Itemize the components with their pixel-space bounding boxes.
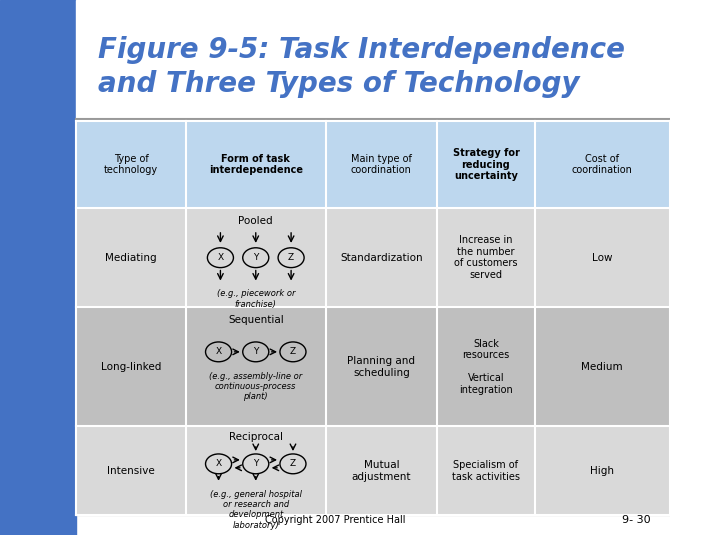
Text: (e.g., general hospital
or research and
development
laboratory): (e.g., general hospital or research and …	[210, 490, 302, 530]
Text: Slack
resources

Vertical
integration: Slack resources Vertical integration	[459, 339, 513, 395]
Text: Long-linked: Long-linked	[101, 362, 161, 372]
Text: Type of
technology: Type of technology	[104, 154, 158, 176]
Text: High: High	[590, 466, 614, 476]
Text: X: X	[215, 347, 222, 356]
Text: X: X	[215, 460, 222, 468]
Text: Sequential: Sequential	[228, 315, 284, 325]
Text: Reciprocal: Reciprocal	[229, 432, 283, 442]
Text: (e.g., assembly-line or
continuous-process
plant): (e.g., assembly-line or continuous-proce…	[209, 372, 302, 401]
Text: (e.g., piecework or
franchise): (e.g., piecework or franchise)	[217, 289, 295, 309]
Text: Main type of
coordination: Main type of coordination	[351, 154, 412, 176]
Text: Mutual
adjustment: Mutual adjustment	[351, 460, 411, 482]
Text: Y: Y	[253, 347, 258, 356]
Text: Pooled: Pooled	[238, 216, 273, 226]
Text: Planning and
scheduling: Planning and scheduling	[347, 356, 415, 377]
Text: Z: Z	[290, 460, 296, 468]
Text: Figure 9-5: Task Interdependence: Figure 9-5: Task Interdependence	[98, 36, 625, 64]
Text: Z: Z	[288, 253, 294, 262]
Text: X: X	[217, 253, 223, 262]
Text: Standardization: Standardization	[340, 253, 423, 262]
Bar	[76, 0, 670, 159]
Text: Y: Y	[253, 253, 258, 262]
Bar	[76, 426, 670, 515]
Text: Strategy for
reducing
uncertainty: Strategy for reducing uncertainty	[452, 148, 519, 181]
Bar	[76, 208, 670, 307]
Bar	[76, 121, 670, 208]
Bar	[0, 0, 76, 535]
Text: Intensive: Intensive	[107, 466, 155, 476]
Text: Z: Z	[290, 347, 296, 356]
Text: Y: Y	[253, 460, 258, 468]
Text: Copyright 2007 Prentice Hall: Copyright 2007 Prentice Hall	[264, 515, 405, 525]
Text: and Three Types of Technology: and Three Types of Technology	[98, 70, 580, 98]
Text: Medium: Medium	[581, 362, 623, 372]
Text: Specialism of
task activities: Specialism of task activities	[452, 460, 520, 482]
Text: Cost of
coordination: Cost of coordination	[572, 154, 633, 176]
Text: 9- 30: 9- 30	[622, 515, 651, 525]
Text: Form of task
interdependence: Form of task interdependence	[209, 154, 302, 176]
Text: Low: Low	[592, 253, 613, 262]
Text: Mediating: Mediating	[105, 253, 157, 262]
Text: Increase in
the number
of customers
served: Increase in the number of customers serv…	[454, 235, 518, 280]
Bar	[76, 307, 670, 426]
